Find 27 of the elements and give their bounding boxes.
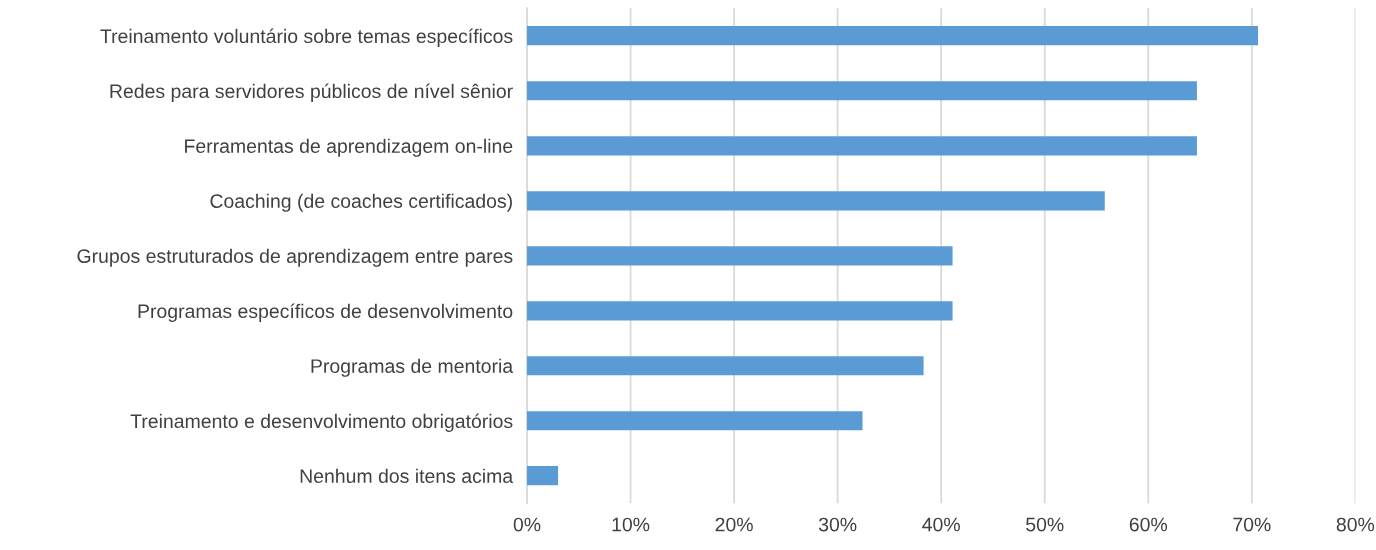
x-tick-label: 70% <box>1233 517 1271 532</box>
y-tick-label: Treinamento e desenvolvimento obrigatórios <box>130 413 513 432</box>
x-tick-label: 10% <box>612 517 650 532</box>
y-tick-label: Nenhum dos itens acima <box>300 468 514 483</box>
x-tick-label: 60% <box>1129 517 1168 532</box>
y-tick-label: Programas de mentoria <box>311 358 514 377</box>
x-tick-label: 80% <box>1336 517 1375 532</box>
bar <box>527 411 863 431</box>
bar <box>527 191 1105 211</box>
bar <box>527 81 1197 101</box>
x-tick-label: 30% <box>818 517 857 532</box>
x-tick-label: 20% <box>715 517 753 532</box>
y-tick-label: Coaching (de coaches certificados) <box>210 193 512 212</box>
x-tick-label: 50% <box>1026 517 1064 532</box>
x-tick-label: 0% <box>513 517 541 532</box>
bar <box>527 301 953 321</box>
bar <box>527 356 924 376</box>
y-tick-label: Treinamento voluntário sobre temas específicos <box>100 28 513 47</box>
x-tick-label: 40% <box>922 517 960 532</box>
bar <box>527 246 953 266</box>
bar <box>527 26 1259 46</box>
bar <box>527 136 1197 156</box>
y-tick-label: Redes para servidores públicos de nível sênior <box>110 83 513 102</box>
bar <box>527 466 559 486</box>
y-tick-label: Programas específicos de desenvolvimento <box>138 303 513 322</box>
y-tick-label: Ferramentas de aprendizagem on-line <box>185 138 513 157</box>
y-tick-label: Grupos estruturados de aprendizagem entre pares <box>77 248 513 267</box>
